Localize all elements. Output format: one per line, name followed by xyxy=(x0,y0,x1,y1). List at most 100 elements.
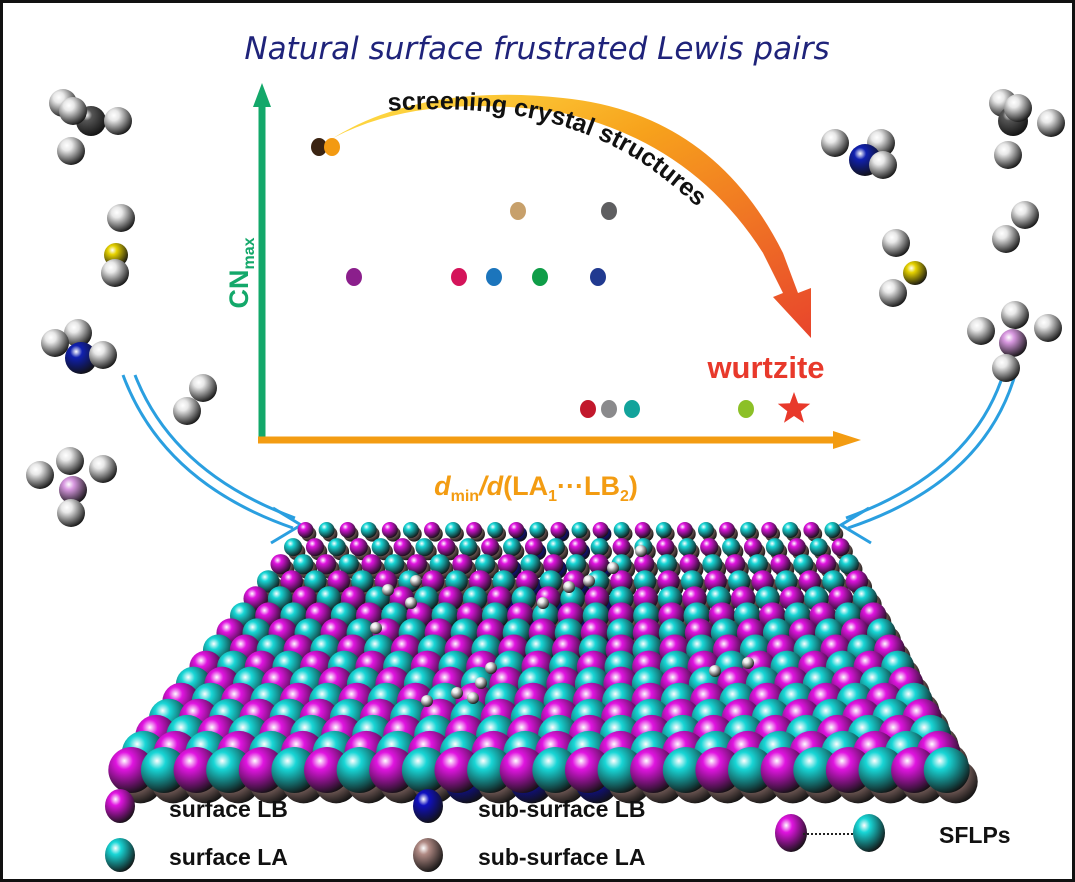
surface-lb-atom xyxy=(452,554,473,575)
surface-la-atom xyxy=(532,747,579,793)
legend-surface-lb: surface LB xyxy=(169,796,288,822)
surface-la-atom xyxy=(327,538,346,557)
surface-lb-atom xyxy=(304,747,350,793)
surface-la-atom xyxy=(824,522,841,538)
methane-molecule-right xyxy=(989,89,1065,169)
ammonia-molecule-left xyxy=(41,319,117,374)
surface-la-atom xyxy=(429,554,450,575)
structure-dot xyxy=(324,138,340,156)
legend-subsurface-la-sphere xyxy=(413,838,443,872)
hydrogen-atom xyxy=(89,455,117,483)
surface-la-atom xyxy=(338,554,359,575)
adsorbed-hydrogen xyxy=(467,692,479,704)
adsorbed-hydrogen xyxy=(635,545,647,557)
surface-lb-atom xyxy=(327,570,351,593)
hydrogen-atom xyxy=(57,137,85,165)
adsorbed-hydrogen xyxy=(583,575,595,587)
surface-la-atom xyxy=(336,747,383,793)
screening-arrow xyxy=(333,94,811,339)
surface-la-atom xyxy=(415,538,434,557)
hydrogen-atom xyxy=(879,279,907,307)
surface-la-atom xyxy=(590,538,609,557)
central-atom xyxy=(59,476,87,504)
hydrogen-atom xyxy=(101,259,129,287)
surface-la-atom xyxy=(923,747,970,793)
h2-molecule-left xyxy=(173,374,217,425)
surface-la-atom xyxy=(747,554,769,575)
surface-lb-atom xyxy=(466,522,483,538)
adsorbed-hydrogen xyxy=(485,662,497,674)
structure-dot xyxy=(486,268,502,286)
h2s-molecule-right xyxy=(879,229,927,307)
surface-adsorbates xyxy=(370,545,754,707)
surface-la-atom xyxy=(586,570,610,593)
surface-la-atom xyxy=(662,747,709,793)
hydrogen-atom xyxy=(882,229,910,257)
surface-la-atom xyxy=(740,522,757,538)
wurtzite-star xyxy=(777,392,811,423)
sflp-la-sphere xyxy=(853,814,885,852)
hydrogen-atom xyxy=(56,447,84,475)
adsorbed-hydrogen xyxy=(563,581,575,593)
adsorbed-hydrogen xyxy=(607,562,619,574)
hydrogen-atom xyxy=(104,107,132,135)
structure-dot xyxy=(624,400,640,418)
surface-lb-atom xyxy=(825,747,872,793)
surface-lb-atom xyxy=(305,538,325,557)
surface-la-atom xyxy=(475,554,496,575)
surface-la-atom xyxy=(765,538,784,557)
surface-la-atom xyxy=(271,747,318,793)
surface-la-atom xyxy=(702,554,723,575)
surface-la-atom xyxy=(597,747,644,793)
structure-dot xyxy=(580,400,596,418)
hydrogen-atom xyxy=(1034,314,1062,342)
structure-dot xyxy=(738,400,754,418)
molecules xyxy=(26,89,1065,527)
adsorbed-hydrogen xyxy=(709,665,721,677)
adsorbed-hydrogen xyxy=(421,695,433,707)
surface-la-atom xyxy=(571,522,588,538)
central-atom xyxy=(999,329,1027,357)
surface-la-atom xyxy=(678,538,697,557)
adsorbed-hydrogen xyxy=(475,677,487,689)
surface-lb-atom xyxy=(803,522,820,538)
legend: surface LB surface LA sub-surface LB sub… xyxy=(105,789,1011,872)
surface-lb-atom xyxy=(339,522,356,538)
legend-surface-la-sphere xyxy=(105,838,135,872)
surface-la-atom xyxy=(459,538,478,557)
surface-la-atom xyxy=(655,522,672,538)
surface-la-atom xyxy=(858,747,905,793)
surface-lb-atom xyxy=(393,538,412,557)
y-axis-label: CNmax xyxy=(224,237,258,308)
left-curved-arrow xyxy=(121,374,304,545)
surface-lb-atom xyxy=(424,522,440,538)
structure-dots xyxy=(311,138,754,418)
legend-surface-la: surface LA xyxy=(169,844,288,870)
adsorbed-hydrogen xyxy=(451,687,463,699)
structure-dot xyxy=(311,138,327,156)
hydrogen-atom xyxy=(821,129,849,157)
sflp-lb-sphere xyxy=(775,814,807,852)
surface-la-atom xyxy=(728,747,774,793)
surface-la-atom xyxy=(284,538,303,557)
hydrogen-atom xyxy=(173,397,201,425)
plot-area: CNmax dmin/d(LA1···LB2) screening crysta… xyxy=(224,83,861,505)
hydrogen-atom xyxy=(189,374,217,402)
surface-lb-atom xyxy=(760,747,807,793)
structure-dot xyxy=(532,268,548,286)
surface-lb-atom xyxy=(481,538,500,557)
structure-dot xyxy=(451,268,467,286)
surface-lb-atom xyxy=(815,554,837,575)
hydrogen-atom xyxy=(869,151,897,179)
surface-lb-atom xyxy=(361,554,382,575)
hydrogen-atom xyxy=(994,141,1022,169)
surface-lb-atom xyxy=(434,747,481,793)
surface-lb-atom xyxy=(543,554,564,575)
surface-lb-atom xyxy=(497,554,519,575)
surface-lb-atom xyxy=(719,522,736,538)
surface-lb-atom xyxy=(725,554,746,575)
surface-la-atom xyxy=(722,538,741,557)
hydrogen-atom xyxy=(1037,109,1065,137)
legend-sflps: SFLPs xyxy=(939,822,1011,848)
surface-la-atom xyxy=(401,747,448,793)
